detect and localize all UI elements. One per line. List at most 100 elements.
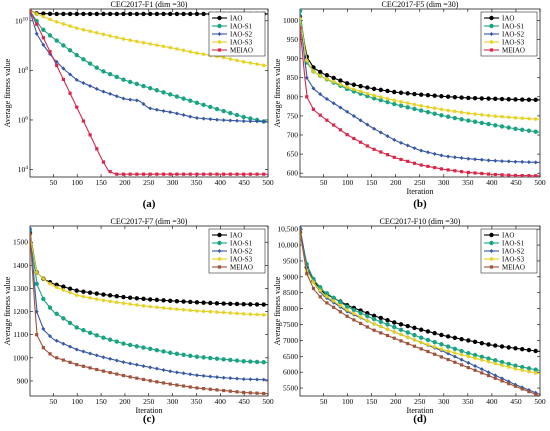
- data-point: [168, 369, 173, 374]
- x-axis-label: Iteration: [135, 406, 162, 415]
- data-point: [324, 294, 329, 299]
- data-point: [208, 104, 213, 110]
- series-group: [300, 226, 540, 396]
- data-point: [188, 372, 193, 377]
- data-point: [473, 368, 477, 372]
- data-point: [134, 344, 140, 349]
- data-point: [345, 133, 349, 137]
- data-point: [128, 361, 133, 366]
- data-point: [372, 321, 377, 326]
- data-point: [526, 160, 531, 165]
- data-point: [305, 272, 309, 276]
- data-point: [222, 172, 226, 176]
- data-point: [101, 369, 106, 373]
- data-point: [513, 97, 518, 102]
- data-point: [248, 119, 253, 124]
- data-point: [261, 302, 266, 307]
- y-tick-label: 950: [287, 35, 299, 44]
- data-point: [121, 341, 126, 346]
- data-point: [235, 390, 239, 394]
- data-point: [201, 11, 206, 17]
- data-point: [513, 126, 518, 132]
- data-point: [526, 116, 531, 121]
- data-point: [201, 102, 206, 108]
- y-tick-label: 600: [287, 169, 299, 178]
- x-tick-label: 400: [215, 397, 227, 406]
- x-tick-label: 300: [167, 178, 179, 187]
- data-point: [108, 356, 113, 361]
- data-point: [379, 331, 383, 335]
- data-point: [148, 304, 153, 309]
- data-point: [234, 112, 240, 118]
- y-axis-label: Average fitness value: [3, 58, 12, 127]
- data-point: [520, 159, 525, 164]
- data-point: [75, 105, 79, 109]
- data-point: [155, 172, 159, 176]
- data-point: [385, 327, 390, 332]
- data-point: [493, 96, 498, 102]
- legend-marker: [217, 15, 222, 21]
- data-point: [68, 344, 73, 349]
- data-point: [513, 384, 518, 388]
- data-point: [54, 19, 59, 24]
- data-point: [161, 108, 166, 113]
- x-tick-label: 50: [50, 178, 58, 187]
- data-point: [399, 339, 403, 343]
- data-point: [41, 42, 46, 47]
- data-point: [114, 74, 120, 80]
- data-point: [141, 83, 146, 89]
- x-axis-label: Iteration: [406, 406, 433, 415]
- data-point: [466, 118, 471, 123]
- data-point: [74, 325, 79, 330]
- y-axis-label: Average fitness value: [273, 276, 282, 345]
- data-point: [101, 355, 106, 360]
- data-point: [372, 93, 377, 98]
- legend-marker: [217, 23, 222, 29]
- data-point: [61, 21, 66, 26]
- data-point: [385, 99, 390, 105]
- data-point: [479, 357, 484, 362]
- data-point: [188, 299, 193, 305]
- legend-label: IAO-S2: [230, 30, 253, 38]
- legend-label: IAO-S1: [230, 22, 253, 30]
- data-point: [507, 382, 511, 386]
- legend-marker: [217, 257, 222, 261]
- data-point: [181, 307, 186, 312]
- data-point: [261, 377, 266, 382]
- data-point: [459, 155, 464, 160]
- data-point: [241, 359, 246, 364]
- data-point: [300, 9, 303, 14]
- data-point: [147, 85, 153, 91]
- data-point: [480, 171, 484, 176]
- data-point: [228, 310, 233, 315]
- data-point: [241, 311, 246, 316]
- data-point: [318, 69, 323, 75]
- data-point: [114, 294, 120, 299]
- data-point: [262, 172, 266, 176]
- data-point: [486, 359, 491, 364]
- data-point: [472, 339, 478, 345]
- data-point: [68, 24, 73, 29]
- data-point: [88, 351, 93, 356]
- data-point: [365, 325, 369, 329]
- data-point: [201, 300, 206, 305]
- data-point: [208, 309, 213, 314]
- data-point: [466, 354, 471, 359]
- data-point: [114, 11, 120, 17]
- data-point: [432, 339, 437, 345]
- data-point: [242, 390, 246, 395]
- data-point: [61, 316, 66, 321]
- data-point: [439, 342, 444, 347]
- data-point: [446, 168, 450, 172]
- data-point: [513, 346, 518, 351]
- data-point: [30, 226, 32, 231]
- data-point: [412, 332, 417, 338]
- data-point: [48, 17, 53, 22]
- data-point: [405, 335, 410, 340]
- data-point: [61, 288, 66, 293]
- data-point: [479, 112, 484, 117]
- data-point: [54, 338, 59, 343]
- y-tick-label: 10,000: [277, 241, 298, 250]
- data-point: [254, 359, 260, 365]
- data-point: [214, 375, 219, 380]
